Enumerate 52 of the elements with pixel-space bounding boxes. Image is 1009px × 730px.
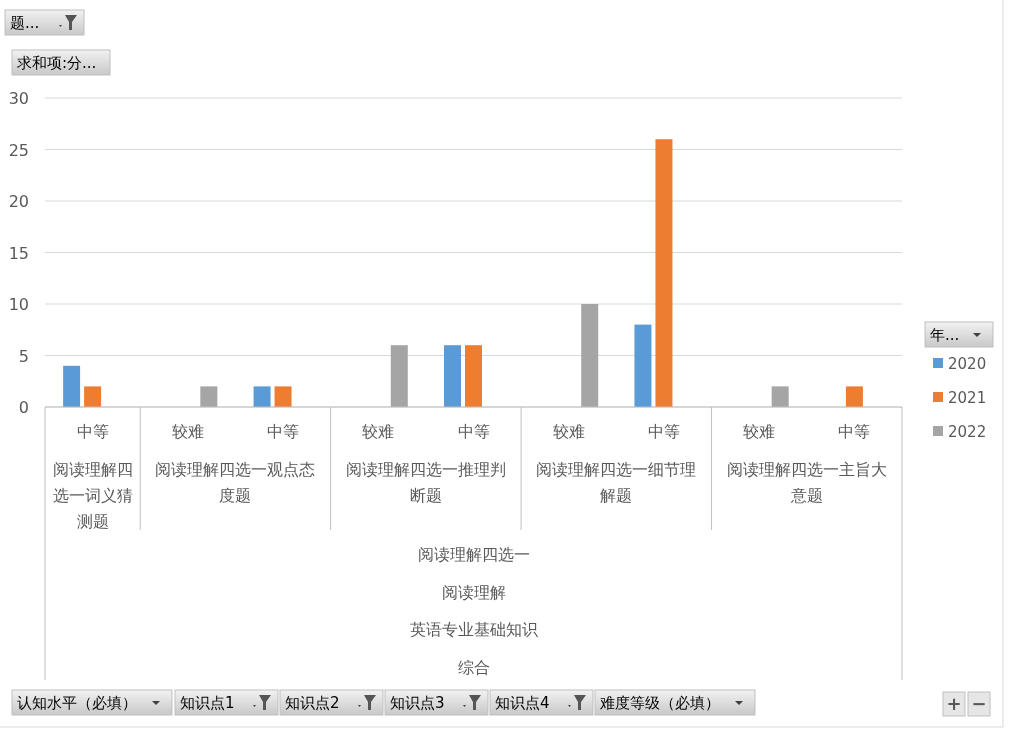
bar bbox=[390, 345, 408, 407]
bar bbox=[845, 386, 863, 407]
x-tick-label: 较难 bbox=[171, 422, 204, 441]
y-tick-label: 30 bbox=[8, 89, 29, 108]
text: 求和项:分... bbox=[17, 54, 97, 72]
text: 阅读理解 bbox=[441, 583, 506, 602]
bar bbox=[581, 304, 599, 407]
y-tick-label: 5 bbox=[18, 346, 29, 366]
text: 知识点3 bbox=[390, 694, 445, 712]
y-tick-label: 20 bbox=[8, 192, 29, 211]
y-tick-label: 25 bbox=[8, 140, 29, 160]
bar bbox=[274, 386, 292, 407]
x-tick-label: 中等 bbox=[76, 422, 109, 441]
bar bbox=[634, 324, 652, 407]
legend-label: 2020 bbox=[948, 355, 987, 373]
x-tick-label: 较难 bbox=[362, 422, 395, 441]
text: 知识点1 bbox=[180, 694, 235, 712]
text: 阅读理解四选一推理判断题 bbox=[345, 460, 506, 505]
y-tick-label: 15 bbox=[8, 243, 29, 263]
text: 知识点2 bbox=[285, 694, 340, 712]
text: 阅读理解四选一细节理解题 bbox=[536, 460, 697, 505]
bar bbox=[655, 139, 673, 407]
x-tick-label: 中等 bbox=[647, 422, 680, 441]
x-tick-label: 较难 bbox=[743, 422, 776, 441]
text: 英语专业基础知识 bbox=[409, 620, 538, 639]
legend-title: 年... bbox=[930, 326, 960, 344]
legend-label: 2021 bbox=[948, 389, 987, 407]
bar bbox=[200, 386, 218, 407]
y-tick-label: 0 bbox=[18, 398, 29, 417]
text: − bbox=[971, 693, 987, 714]
text: 阅读理解四选一词义猜测题 bbox=[52, 460, 133, 531]
text: 认知水平（必填） bbox=[17, 694, 137, 712]
text: 难度等级（必填） bbox=[599, 694, 720, 712]
x-tick-label: 较难 bbox=[552, 422, 585, 441]
text: 综合 bbox=[457, 658, 490, 677]
text: 知识点4 bbox=[495, 694, 550, 712]
bar bbox=[771, 386, 789, 407]
x-tick-label: 中等 bbox=[457, 422, 490, 441]
bar bbox=[465, 345, 482, 407]
bar bbox=[444, 345, 461, 407]
text: 题... bbox=[10, 14, 40, 32]
text: 阅读理解四选一 bbox=[417, 545, 530, 564]
bar bbox=[253, 386, 271, 407]
bar bbox=[63, 365, 81, 407]
text: + bbox=[946, 693, 962, 714]
y-tick-label: 10 bbox=[8, 295, 29, 314]
x-tick-label: 中等 bbox=[267, 422, 300, 441]
text: 阅读理解四选一主旨大意题 bbox=[726, 460, 887, 505]
text: 阅读理解四选一观点态度题 bbox=[155, 460, 316, 505]
x-tick-label: 中等 bbox=[838, 422, 871, 441]
legend-label: 2022 bbox=[948, 423, 987, 441]
bar bbox=[84, 386, 102, 407]
